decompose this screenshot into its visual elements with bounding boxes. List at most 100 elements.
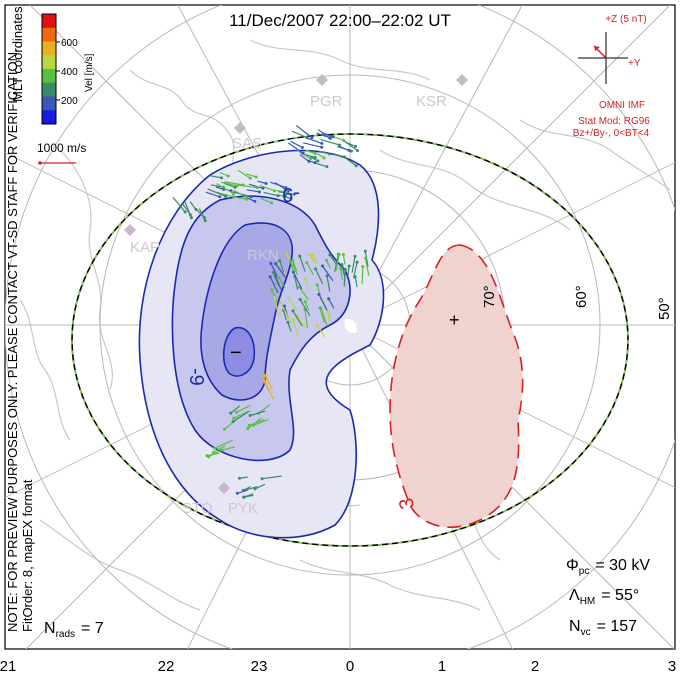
velocity-vector-origin [220, 176, 224, 180]
velocity-vector [269, 276, 279, 294]
velocity-vector [344, 141, 358, 152]
velocity-vector [347, 265, 350, 276]
velocity-vector-origin [317, 292, 321, 296]
velocity-vector-origin [277, 276, 281, 280]
velocity-vector [292, 271, 303, 290]
velocity-vector-origin [270, 201, 274, 205]
velocity-vector [276, 190, 287, 193]
velocity-vector-origin [248, 414, 252, 417]
velocity-vector [221, 446, 235, 451]
velocity-vector-origin [364, 256, 367, 260]
velocity-vector [319, 307, 325, 323]
velocity-vector [318, 294, 328, 311]
velocity-vector-origin [305, 261, 309, 265]
velocity-vector-origin [316, 159, 320, 163]
velocity-vector-origin [285, 252, 289, 256]
stat-lambda-hm: ΛHM = 55° [569, 587, 639, 607]
velocity-vector [259, 184, 275, 192]
velocity-vector-origin [260, 477, 264, 481]
velocity-vector-origin [342, 138, 346, 142]
velocity-vector-origin [246, 427, 250, 431]
positive-potential-cell [389, 244, 524, 528]
velocity-vector [208, 448, 224, 458]
colorbar-label: Vel [m/s] [84, 53, 95, 92]
velocity-vector-origin [325, 258, 329, 262]
latitude-label-70: 70° [481, 285, 498, 308]
velocity-vector-origin [298, 298, 302, 301]
velocity-vector-origin [268, 275, 272, 279]
velocity-vector [250, 410, 266, 417]
mlt-tick-21: 21 [0, 658, 16, 674]
velocity-vector [292, 310, 303, 327]
velocity-vector-origin [274, 262, 278, 266]
velocity-vector-origin [363, 249, 367, 253]
velocity-vector [314, 162, 328, 168]
velocity-vector-origin [273, 189, 276, 193]
velocity-vector [342, 140, 356, 147]
radar-label-kap: KAP [130, 239, 160, 256]
velocity-vector-origin [341, 253, 345, 256]
colorbar-swatch [42, 14, 56, 29]
colorbar-tick-200: 200 [61, 96, 78, 107]
velocity-vector [262, 475, 282, 480]
velocity-vector [233, 189, 247, 198]
velocity-vector-origin [247, 423, 251, 427]
velocity-vector [297, 315, 306, 329]
velocity-vector-origin [253, 487, 257, 491]
colorbar-swatch [42, 69, 56, 84]
velocity-vector [264, 375, 274, 391]
velocity-vector-origin [320, 145, 324, 149]
velocity-vector [334, 254, 339, 272]
velocity-vector [328, 298, 335, 309]
velocity-vector-origin [270, 288, 274, 292]
velocity-vector [248, 418, 265, 426]
radar-label-pgr: PGR [310, 93, 343, 110]
velocity-vector-origin [307, 253, 311, 257]
velocity-vector [361, 266, 364, 284]
mlt-tick-1: 1 [438, 658, 446, 674]
velocity-vector [248, 183, 264, 189]
velocity-vector-origin [248, 176, 252, 180]
velocity-vector-origin [235, 491, 239, 495]
velocity-vector-origin [213, 446, 217, 450]
mlt-tick-3: 3 [668, 658, 676, 674]
velocity-vector-origin [291, 270, 295, 274]
velocity-vector [237, 169, 251, 179]
velocity-vector-origin [254, 175, 258, 179]
velocity-vector [279, 302, 290, 319]
velocity-vector-origin [331, 135, 335, 139]
velocity-vector-origin [343, 267, 347, 271]
stat-phi-pc: Φpc = 30 kV [566, 557, 650, 577]
velocity-vector-origin [328, 152, 331, 156]
latitude-labels: 70° 60° 50° [481, 285, 673, 320]
velocity-vector [207, 188, 226, 197]
velocity-vector-origin [310, 136, 314, 140]
velocity-vector [342, 254, 346, 265]
velocity-vector [304, 309, 309, 329]
reference-vector: 1000 m/s [37, 141, 86, 165]
preview-note: NOTE: FOR PREVIEW PURPOSES ONLY. PLEASE … [5, 48, 20, 632]
velocity-vector [236, 404, 251, 413]
colorbar-tick-600: 600 [61, 38, 78, 49]
velocity-vector-origin [231, 420, 235, 424]
velocity-vector [320, 307, 328, 327]
velocity-vector [320, 139, 340, 146]
velocity-vector-origin [253, 199, 257, 203]
velocity-vector-origin [361, 265, 365, 268]
velocity-vector [232, 410, 249, 423]
velocity-vector-origin [241, 183, 245, 187]
velocity-vector-origin [211, 450, 215, 454]
velocity-vector-origin [188, 213, 192, 217]
reference-vector-label: 1000 m/s [37, 141, 86, 155]
velocity-vector [327, 311, 331, 323]
velocity-vector [292, 264, 298, 275]
pole-marker [344, 319, 357, 333]
velocity-vector-origin [232, 416, 236, 420]
mlt-axis: 21 22 23 0 1 2 3 [0, 658, 676, 674]
velocity-vector-origin [255, 186, 259, 190]
velocity-vector-origin [341, 266, 345, 269]
velocity-vector [274, 182, 289, 192]
velocity-vector-origin [249, 195, 253, 199]
velocity-vector [296, 125, 313, 139]
velocity-vectors [172, 125, 370, 499]
